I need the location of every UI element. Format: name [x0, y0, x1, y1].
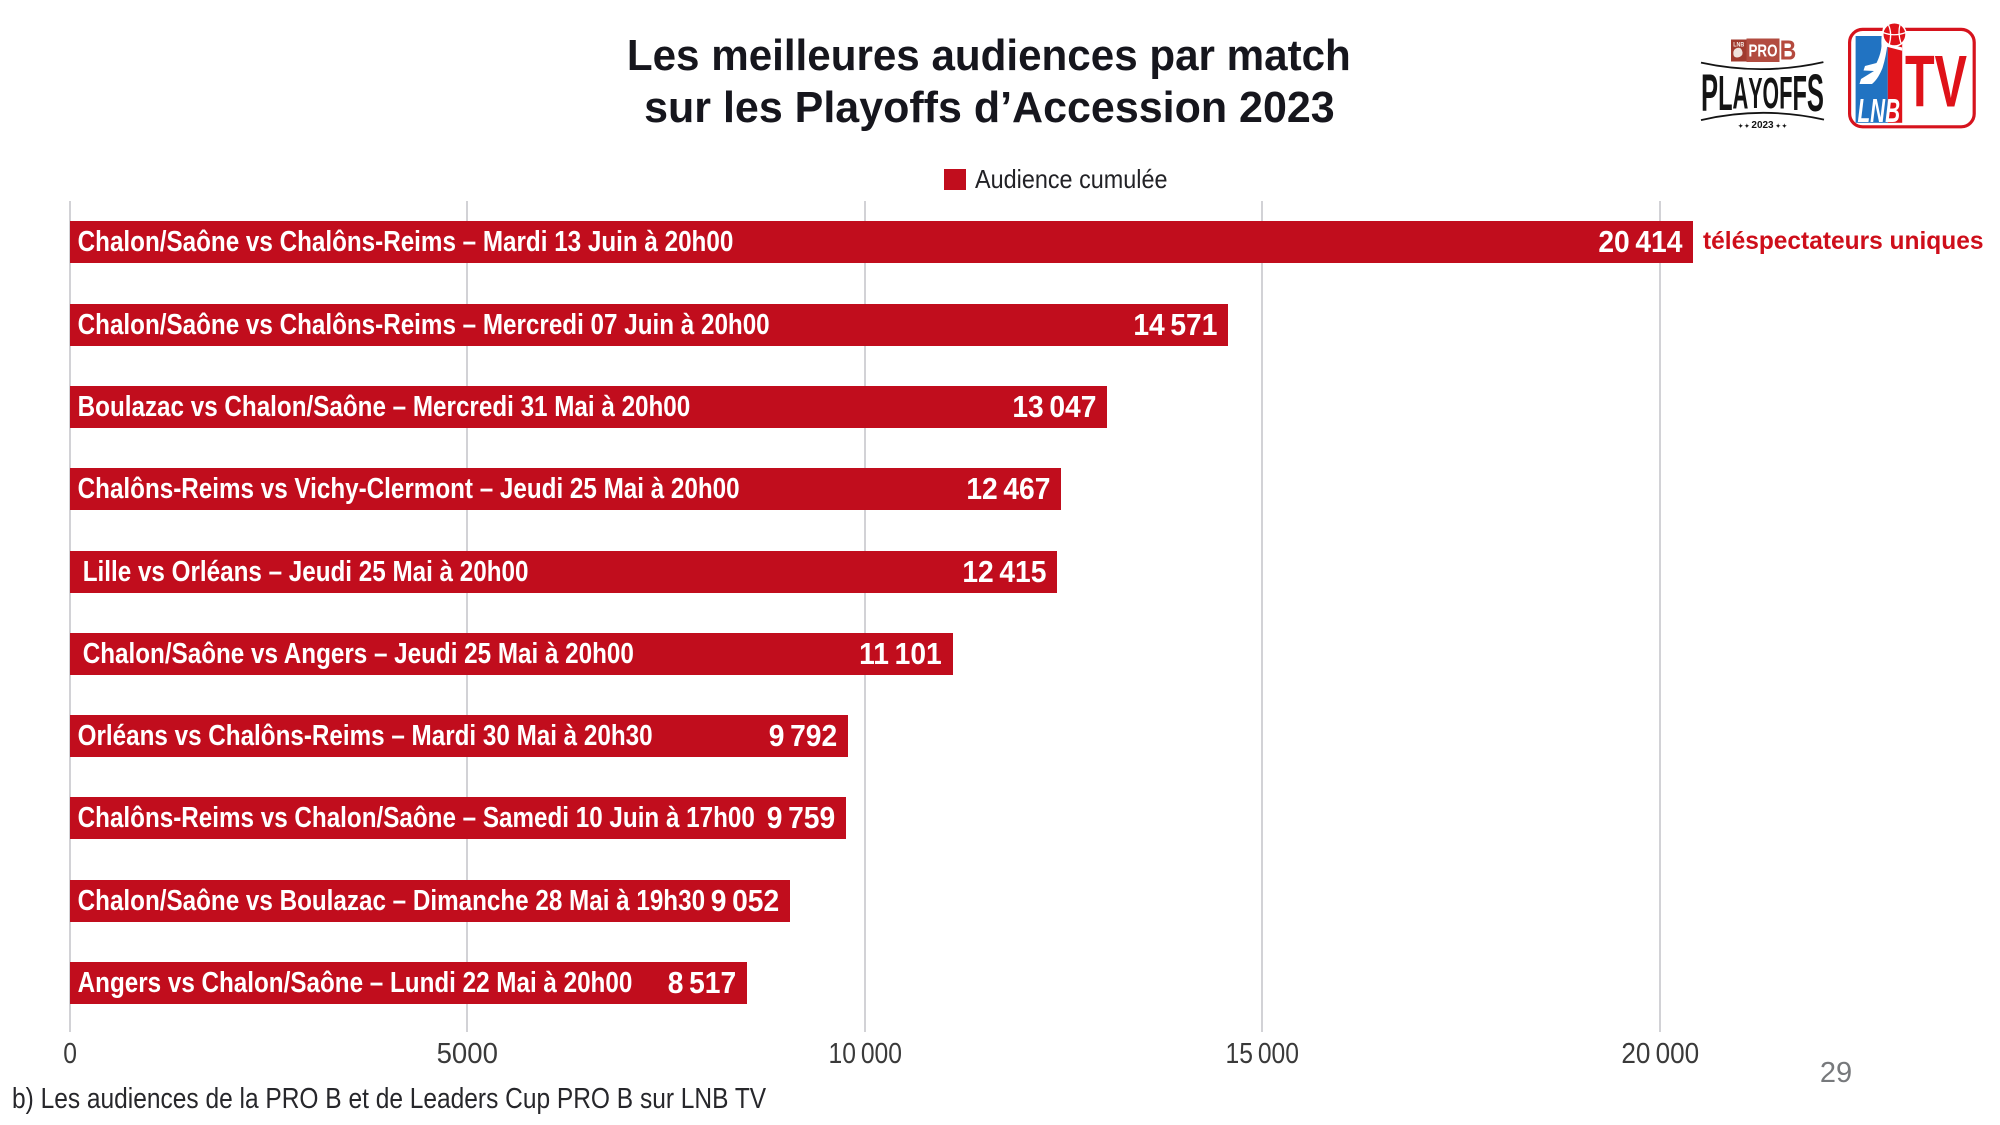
svg-text:PRO: PRO [1749, 41, 1778, 61]
svg-text:B: B [1780, 36, 1797, 66]
svg-text:TV: TV [1905, 41, 1967, 122]
svg-text:LNB: LNB [1733, 42, 1744, 49]
svg-text:LNB: LNB [1858, 92, 1901, 129]
svg-text:PLAYOFFS: PLAYOFFS [1701, 64, 1824, 123]
svg-text:✦ ✦ 2023 ✦ ✦: ✦ ✦ 2023 ✦ ✦ [1738, 120, 1787, 131]
